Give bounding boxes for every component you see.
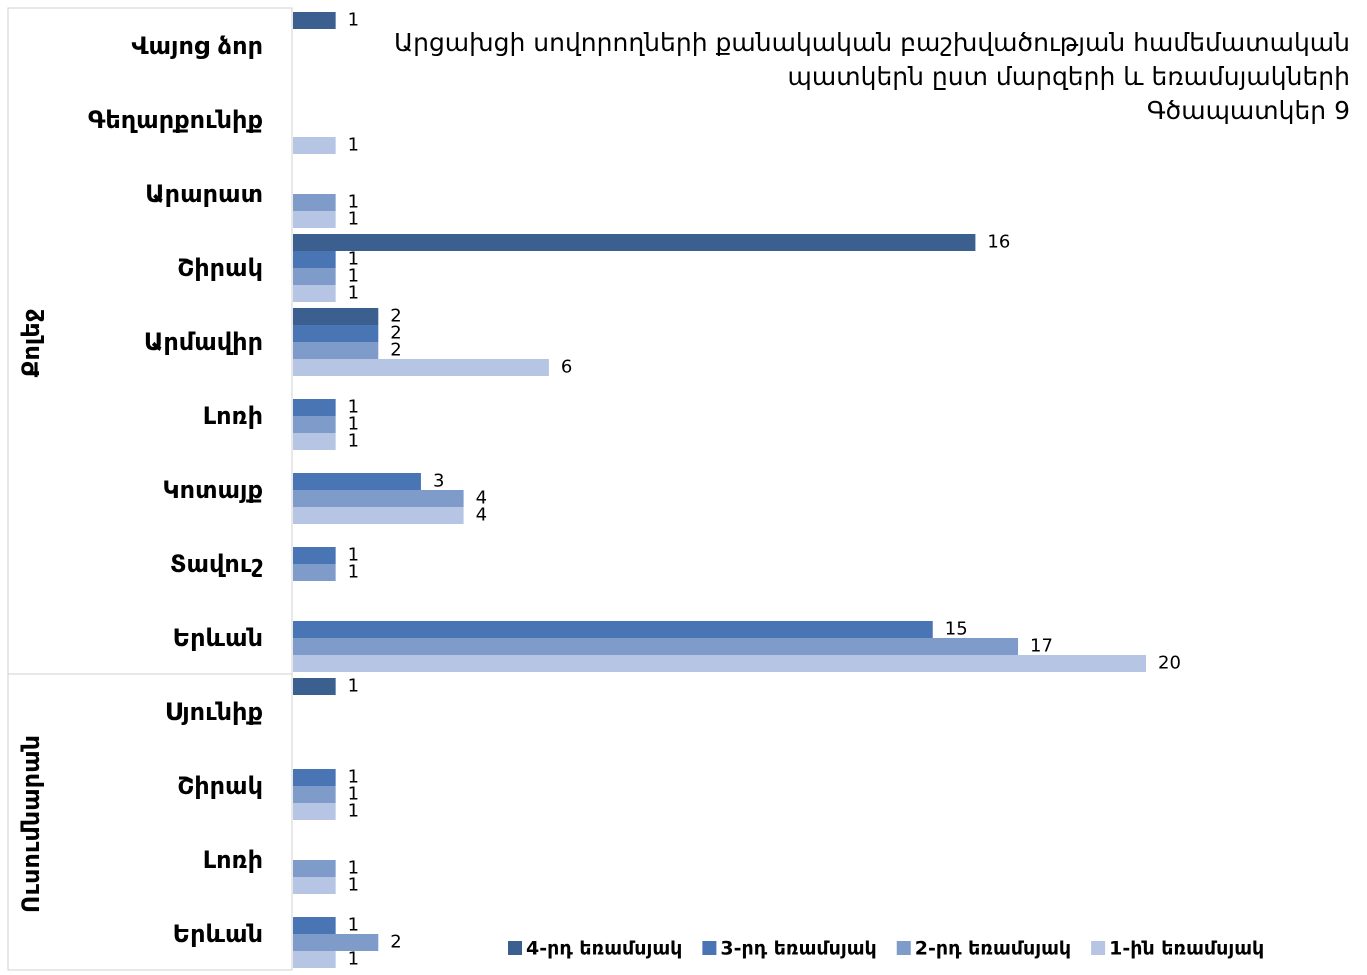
bar [293, 12, 336, 29]
category-label: Սյունիք [165, 698, 263, 726]
data-label: 1 [348, 397, 359, 418]
bar [293, 564, 336, 581]
bar [293, 786, 336, 803]
bar [293, 325, 379, 342]
data-label: 4 [476, 488, 487, 509]
bar [293, 951, 336, 968]
category-label: Շիրակ [177, 772, 263, 800]
data-label: 1 [348, 784, 359, 805]
bar [293, 877, 336, 894]
bar [293, 934, 379, 951]
bar [293, 547, 336, 564]
data-label: 1 [348, 283, 359, 304]
chart-title: պատկերն ըստ մարզերի և եռամսյակների [788, 62, 1350, 91]
bar [293, 433, 336, 450]
bar [293, 342, 379, 359]
data-label: 1 [348, 192, 359, 213]
bar [293, 308, 379, 325]
data-label: 1 [348, 801, 359, 822]
data-label: 1 [348, 209, 359, 230]
bar [293, 655, 1146, 672]
legend-swatch [1091, 941, 1106, 955]
data-label: 1 [348, 949, 359, 970]
chart-title: Գծապատկեր 9 [1147, 96, 1350, 125]
data-label: 6 [561, 357, 572, 378]
bar [293, 769, 336, 786]
category-label: Լոռի [203, 846, 263, 874]
bar [293, 507, 464, 524]
category-label: Լոռի [203, 402, 263, 430]
bar [293, 285, 336, 302]
bar [293, 137, 336, 154]
bar [293, 860, 336, 877]
bar [293, 251, 336, 268]
category-label: Երևան [173, 624, 263, 652]
data-label: 1 [348, 676, 359, 697]
category-label: Կոտայք [163, 476, 263, 504]
data-label: 1 [348, 545, 359, 566]
bar [293, 399, 336, 416]
data-label: 1 [348, 562, 359, 583]
legend-swatch [896, 941, 911, 955]
data-label: 4 [476, 505, 487, 526]
data-label: 2 [390, 340, 401, 361]
category-label: Արարատ [145, 180, 263, 208]
data-label: 3 [433, 471, 444, 492]
bar [293, 490, 464, 507]
category-label: Արմավիր [144, 328, 263, 356]
legend-label: 2-րդ եռամսյակ [915, 938, 1071, 960]
group-label: Ուսումնարան [17, 735, 45, 913]
bar [293, 211, 336, 228]
category-label: Վայոց ձոր [131, 32, 263, 60]
data-label: 1 [348, 10, 359, 31]
legend-label: 3-րդ եռամսյակ [720, 938, 876, 960]
legend-swatch [702, 941, 717, 955]
data-label: 2 [390, 323, 401, 344]
data-label: 15 [945, 619, 968, 640]
bar [293, 194, 336, 211]
bar [293, 678, 336, 695]
data-label: 1 [348, 431, 359, 452]
bar [293, 803, 336, 820]
legend-label: 1-ին եռամսյակ [1109, 938, 1264, 960]
data-label: 1 [348, 266, 359, 287]
bar [293, 416, 336, 433]
data-label: 16 [987, 232, 1010, 253]
category-label: Գեղարքունիք [88, 106, 263, 134]
bar [293, 234, 976, 251]
bar [293, 917, 336, 934]
data-label: 20 [1158, 653, 1181, 674]
category-label: Երևան [173, 920, 263, 948]
data-label: 2 [390, 306, 401, 327]
data-label: 1 [348, 767, 359, 788]
category-label: Տավուշ [170, 550, 263, 578]
bar [293, 359, 549, 376]
data-label: 17 [1030, 636, 1053, 657]
group-label: Քոլեջ [17, 309, 45, 378]
category-label: Շիրակ [177, 254, 263, 282]
chart-title: Արցախցի սովորողների քանակական բաշխվածութ… [394, 28, 1350, 57]
data-label: 1 [348, 915, 359, 936]
bar [293, 621, 933, 638]
data-label: 1 [348, 249, 359, 270]
bar [293, 473, 421, 490]
data-label: 1 [348, 858, 359, 879]
data-label: 1 [348, 875, 359, 896]
bar [293, 268, 336, 285]
data-label: 1 [348, 135, 359, 156]
bar [293, 638, 1019, 655]
legend-label: 4-րդ եռամսյակ [526, 938, 682, 960]
legend-swatch [508, 941, 522, 955]
data-label: 2 [390, 932, 401, 953]
data-label: 1 [348, 414, 359, 435]
